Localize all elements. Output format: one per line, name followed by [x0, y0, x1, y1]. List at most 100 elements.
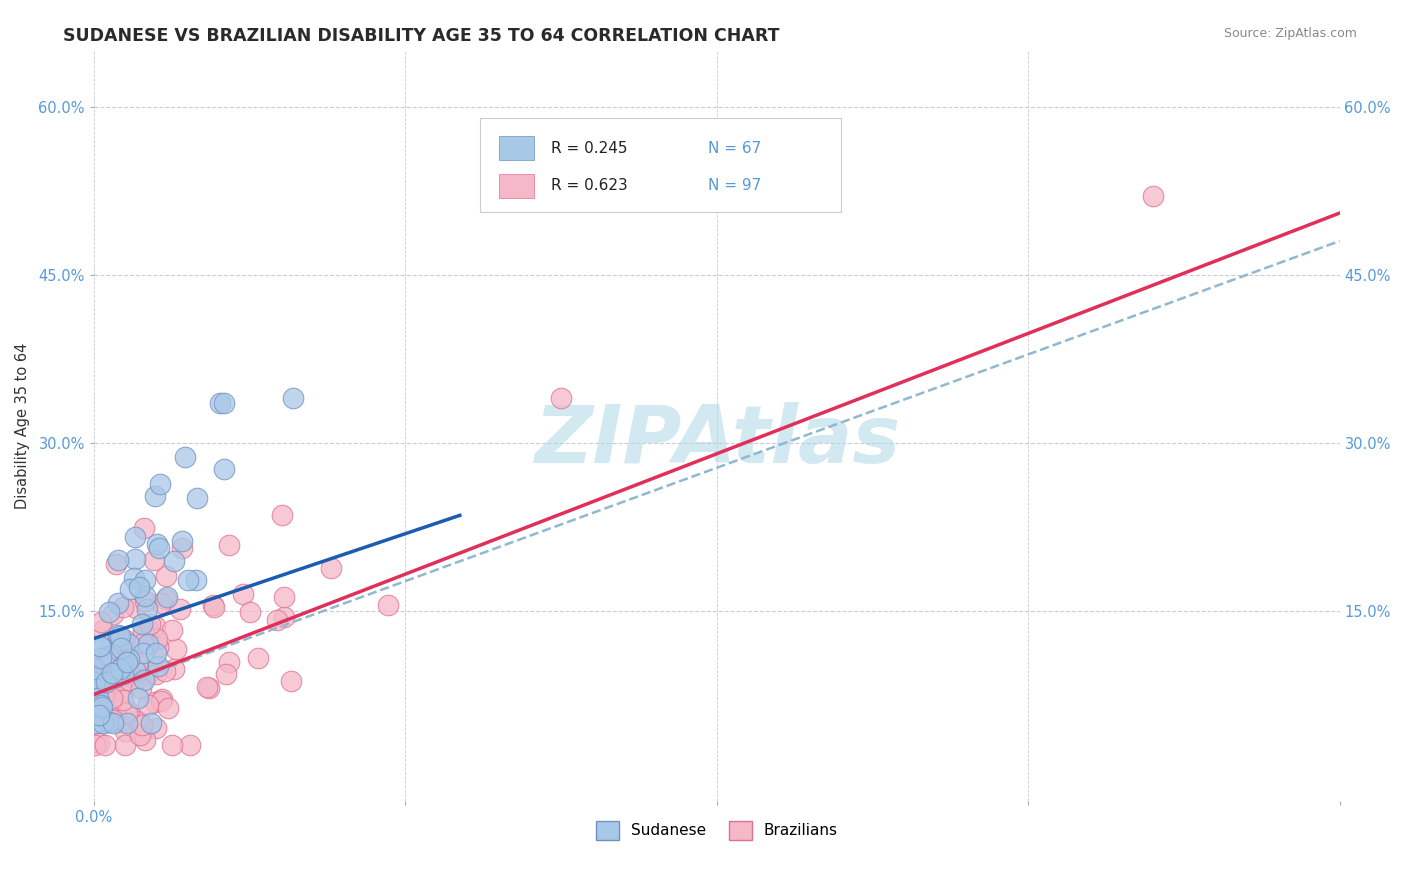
Point	[84, 708, 107, 723]
Point	[131, 616, 153, 631]
Point	[174, 450, 197, 464]
Point	[139, 715, 162, 730]
Point	[101, 715, 124, 730]
Point	[87, 691, 110, 706]
Point	[136, 698, 159, 712]
Point	[143, 619, 166, 633]
Point	[124, 663, 146, 677]
Point	[96, 684, 118, 698]
Text: R = 0.245: R = 0.245	[551, 141, 627, 156]
Point	[84, 738, 107, 752]
Point	[150, 692, 173, 706]
Point	[177, 573, 200, 587]
Point	[125, 657, 148, 672]
Point	[108, 632, 131, 647]
Point	[215, 667, 238, 681]
Point	[118, 652, 141, 666]
Point	[209, 396, 232, 410]
Point	[107, 553, 129, 567]
Point	[132, 673, 155, 687]
Point	[160, 623, 183, 637]
Point	[89, 639, 111, 653]
Point	[101, 666, 124, 681]
Point	[201, 599, 224, 613]
Point	[212, 462, 235, 476]
Point	[100, 691, 122, 706]
Point	[120, 582, 142, 596]
Point	[319, 561, 342, 575]
Point	[134, 732, 156, 747]
Point	[98, 703, 121, 717]
Point	[136, 637, 159, 651]
Point	[128, 728, 150, 742]
Point	[114, 738, 136, 752]
Point	[155, 569, 177, 583]
Point	[247, 651, 270, 665]
Point	[153, 664, 176, 678]
Point	[1142, 189, 1164, 203]
Point	[101, 713, 124, 727]
Point	[101, 695, 124, 709]
Point	[131, 681, 153, 695]
Point	[107, 596, 129, 610]
Point	[90, 705, 112, 719]
Legend: Sudanese, Brazilians: Sudanese, Brazilians	[589, 815, 844, 846]
FancyBboxPatch shape	[479, 119, 841, 212]
Point	[111, 657, 134, 672]
Point	[377, 599, 399, 613]
Point	[110, 714, 132, 729]
Point	[169, 602, 191, 616]
Point	[132, 624, 155, 638]
Point	[84, 707, 107, 722]
Point	[108, 662, 131, 676]
Point	[118, 637, 141, 651]
Point	[273, 609, 295, 624]
Point	[97, 650, 120, 665]
Point	[115, 655, 138, 669]
Point	[134, 589, 156, 603]
Text: Source: ZipAtlas.com: Source: ZipAtlas.com	[1223, 27, 1357, 40]
Point	[93, 715, 115, 730]
Point	[172, 541, 194, 556]
Point	[97, 714, 120, 729]
Point	[124, 552, 146, 566]
Point	[143, 489, 166, 503]
Text: SUDANESE VS BRAZILIAN DISABILITY AGE 35 TO 64 CORRELATION CHART: SUDANESE VS BRAZILIAN DISABILITY AGE 35 …	[63, 27, 780, 45]
Point	[127, 691, 149, 706]
Point	[86, 734, 108, 748]
Point	[115, 715, 138, 730]
Point	[156, 591, 179, 605]
Point	[91, 623, 114, 637]
Point	[197, 681, 219, 695]
Point	[281, 391, 304, 405]
Point	[197, 681, 219, 695]
Point	[98, 653, 121, 667]
Point	[134, 593, 156, 607]
Bar	[499, 174, 534, 198]
Point	[280, 674, 302, 689]
Point	[86, 702, 108, 716]
Point	[84, 696, 107, 710]
Point	[108, 629, 131, 643]
Text: R = 0.623: R = 0.623	[551, 178, 628, 194]
Point	[142, 553, 165, 567]
Point	[90, 615, 112, 630]
Point	[143, 695, 166, 709]
Point	[266, 613, 288, 627]
Point	[273, 590, 295, 604]
Point	[132, 636, 155, 650]
Point	[117, 658, 139, 673]
Point	[135, 668, 157, 682]
Point	[550, 391, 572, 405]
Point	[91, 666, 114, 681]
Point	[146, 632, 169, 646]
Point	[135, 665, 157, 679]
Point	[114, 633, 136, 648]
Point	[93, 657, 115, 672]
Point	[131, 718, 153, 732]
Point	[132, 521, 155, 535]
Point	[239, 605, 262, 619]
Point	[132, 646, 155, 660]
Point	[118, 705, 141, 719]
Point	[186, 491, 208, 505]
